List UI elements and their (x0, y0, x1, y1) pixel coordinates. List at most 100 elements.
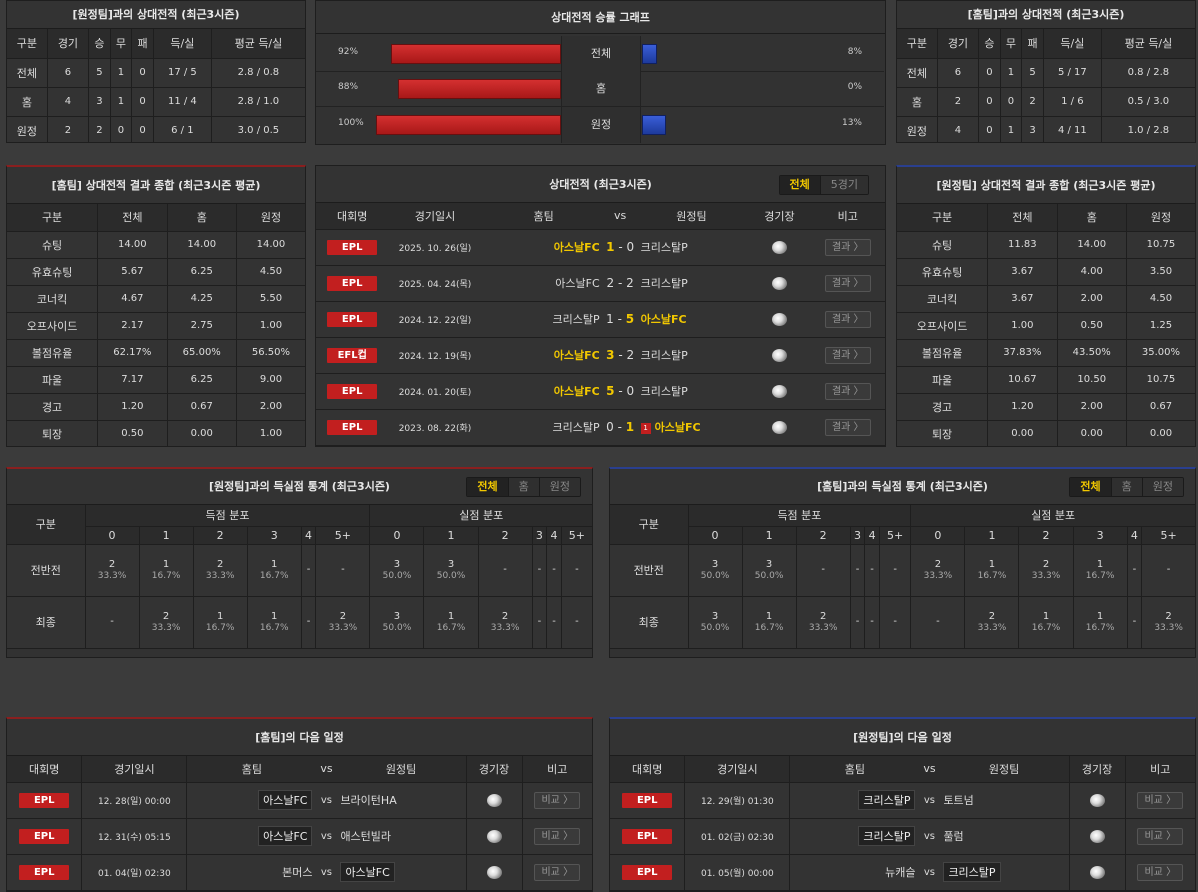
toggle-5games[interactable]: 5경기 (820, 176, 868, 194)
away-winrate-label: 8% (847, 47, 862, 57)
away-team[interactable]: 아스날FC (634, 301, 749, 338)
home-team[interactable]: 아스날FC (186, 782, 317, 819)
stadium-icon[interactable] (486, 793, 502, 807)
goal-count: - (893, 564, 897, 575)
goal-percent: 33.3% (205, 570, 235, 581)
bucket-header: 4 (1127, 526, 1143, 545)
column-header: 득/실 (153, 29, 212, 59)
compare-button[interactable]: 비교 〉 (534, 863, 581, 881)
stadium-cell (748, 373, 811, 410)
home-team[interactable]: 크리스탈P (481, 301, 606, 338)
away-team[interactable]: 크리스탈P (939, 854, 1070, 891)
scored-cell: 1 16.7% (742, 596, 797, 649)
compare-button[interactable]: 비교 〉 (534, 827, 581, 845)
scored-cell: 1 16.7% (139, 544, 194, 597)
competition-badge[interactable]: EPL (19, 792, 70, 808)
home-team[interactable]: 본머스 (186, 854, 317, 891)
competition-badge[interactable]: EPL (622, 792, 673, 808)
stadium-icon[interactable] (486, 829, 502, 843)
goal-percent: 16.7% (259, 622, 289, 633)
cell-value: 6 / 1 (153, 116, 212, 142)
home-team[interactable]: 아스날FC (481, 265, 606, 302)
home-team[interactable]: 크리스탈P (481, 409, 606, 446)
competition-badge[interactable]: EPL (19, 828, 70, 844)
result-button[interactable]: 결과 〉 (824, 382, 871, 400)
compare-button[interactable]: 비교 〉 (534, 791, 581, 809)
away-team[interactable]: 풀럼 (939, 818, 1070, 855)
stadium-icon[interactable] (1089, 829, 1105, 843)
vs-label: vs (919, 782, 940, 819)
away-team[interactable]: 크리스탈P (634, 337, 749, 374)
result-button[interactable]: 결과 〉 (824, 346, 871, 364)
scored-cell: 3 50.0% (742, 544, 797, 597)
home-team[interactable]: 아스날FC (481, 373, 606, 410)
goal-count: 1 (765, 610, 773, 622)
result-button[interactable]: 결과 〉 (824, 418, 871, 436)
goal-percent: 33.3% (1031, 570, 1061, 581)
header-row: 대회명 경기일시 홈팀 vs 원정팀 경기장 비고 (610, 756, 1195, 783)
competition-cell: EPL (316, 409, 389, 446)
stadium-icon[interactable] (486, 865, 502, 879)
home-team-name: 뉴캐슬 (885, 866, 916, 879)
away-team[interactable]: 1 아스날FC (634, 409, 749, 446)
away-team-name: 크리스탈P (640, 385, 688, 398)
result-button[interactable]: 결과 〉 (824, 274, 871, 292)
away-team[interactable]: 크리스탈P (634, 265, 749, 302)
competition-badge[interactable]: EPL (327, 275, 378, 291)
stadium-icon[interactable] (1089, 793, 1105, 807)
competition-badge[interactable]: EPL (622, 828, 673, 844)
home-team[interactable]: 크리스탈P (789, 818, 920, 855)
away-team[interactable]: 애스턴빌라 (336, 818, 467, 855)
home-team[interactable]: 뉴캐슬 (789, 854, 920, 891)
conceded-header: 실점 분포 (369, 505, 592, 527)
competition-badge[interactable]: EFL컵 (327, 347, 378, 363)
toggle-home[interactable]: 홈 (1111, 478, 1143, 496)
cell-value: 11.83 (987, 231, 1058, 259)
competition-badge[interactable]: EPL (622, 864, 673, 880)
competition-badge[interactable]: EPL (327, 419, 378, 435)
away-team[interactable]: 아스날FC (336, 854, 467, 891)
stadium-icon[interactable] (771, 384, 787, 398)
away-team[interactable]: 브라이턴HA (336, 782, 467, 819)
bucket-header: 4 (864, 526, 880, 545)
toggle-away[interactable]: 원정 (539, 478, 580, 496)
home-team[interactable]: 아스날FC (481, 337, 606, 374)
score-separator: - (613, 312, 626, 326)
conceded-cell: 2 33.3% (964, 596, 1020, 649)
home-next-panel: [홈팀]의 다음 일정 대회명 경기일시 홈팀 vs 원정팀 경기장 비고 EPL 12. 28… (6, 717, 593, 892)
home-team[interactable]: 아스날FC (186, 818, 317, 855)
result-button[interactable]: 결과 〉 (824, 310, 871, 328)
compare-button[interactable]: 비교 〉 (1137, 791, 1184, 809)
competition-badge[interactable]: EPL (327, 311, 378, 327)
compare-button[interactable]: 비교 〉 (1137, 827, 1184, 845)
competition-badge[interactable]: EPL (19, 864, 70, 880)
stadium-icon[interactable] (771, 240, 787, 254)
stadium-icon[interactable] (1089, 865, 1105, 879)
stadium-icon[interactable] (771, 312, 787, 326)
compare-button[interactable]: 비교 〉 (1137, 863, 1184, 881)
goal-count: 1 (271, 610, 278, 622)
toggle-away[interactable]: 원정 (1142, 478, 1183, 496)
toggle-home[interactable]: 홈 (508, 478, 540, 496)
bucket-header: 2 (478, 526, 533, 545)
away-winrate-label: 13% (841, 118, 862, 128)
competition-badge[interactable]: EPL (327, 239, 378, 255)
toggle-all[interactable]: 전체 (467, 478, 509, 496)
stadium-cell (748, 265, 811, 302)
conceded-cell: 1 16.7% (964, 544, 1020, 597)
scored-cell: 3 50.0% (688, 544, 743, 597)
stadium-icon[interactable] (771, 420, 787, 434)
away-team[interactable]: 토트넘 (939, 782, 1070, 819)
toggle-all[interactable]: 전체 (779, 176, 821, 194)
home-team[interactable]: 아스날FC (481, 229, 606, 266)
away-team[interactable]: 크리스탈P (634, 373, 749, 410)
result-button[interactable]: 결과 〉 (824, 238, 871, 256)
goal-count: - (855, 564, 860, 575)
away-team[interactable]: 크리스탈P (634, 229, 749, 266)
toggle-all[interactable]: 전체 (1070, 478, 1112, 496)
cell-value: 11 / 4 (153, 87, 212, 117)
stadium-icon[interactable] (771, 276, 787, 290)
competition-badge[interactable]: EPL (327, 383, 378, 399)
home-team[interactable]: 크리스탈P (789, 782, 920, 819)
stadium-icon[interactable] (771, 348, 787, 362)
